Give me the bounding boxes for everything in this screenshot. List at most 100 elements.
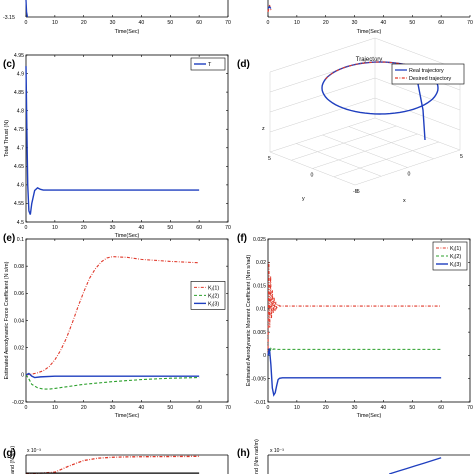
f-xtick-label: 70 [467, 405, 473, 411]
d-floor-grid-line [322, 134, 408, 168]
panel-e: (e) 0 10 20 30 40 50 60 70-0.0200.020.040.060.0… [3, 233, 231, 419]
panel-h-exponent: x 10⁻³ [270, 448, 284, 454]
e-ytick-label: 0.02 [14, 345, 24, 351]
d-wall-grid [269, 37, 461, 152]
b-xtick-label: 0 [267, 20, 270, 26]
f-ytick-label: 0 [263, 353, 266, 359]
b-xtick-label: 50 [409, 20, 415, 26]
a-xtick-label: 70 [225, 20, 231, 26]
f-series-2-line [267, 347, 442, 356]
panel-h-lines [389, 457, 442, 474]
a-xtick-label: 0 [25, 20, 28, 26]
d-ylabel: y [302, 196, 305, 202]
c-ytick-label: 4.85 [14, 90, 24, 96]
f-ytick-label: 0.01 [256, 307, 266, 313]
d-legend-label: Real trajectory [409, 68, 444, 74]
panel-a-ytick: -3.15 [3, 15, 15, 21]
f-ytick-label: -0.01 [254, 400, 266, 406]
panel-b-lines [267, 4, 272, 13]
d-xlabel: x [403, 198, 406, 204]
c-plot-frame [25, 54, 229, 223]
a-series-1-line [25, 0, 29, 18]
c-ylabel: Total Thrust (N) [4, 120, 10, 157]
h-series-1-line [389, 457, 442, 474]
d-xtick-label: 0 [408, 172, 411, 178]
c-ytick-label: 4.75 [14, 127, 24, 133]
panel-h-ylabel: nd (Nm rad/m) [254, 439, 260, 474]
d-zlabel: z [262, 126, 265, 132]
panel-b: 0 10 20 30 40 50 60 70 Time(Sec) [267, 0, 473, 35]
d-floor-grid-line [348, 126, 434, 159]
e-series-3-line [25, 372, 200, 379]
e-xtick-label: 10 [52, 405, 58, 411]
chart-f: 0 10 20 30 40 50 60 70 -0.01 -0.005 0 0.005 0.01 0.01… [246, 237, 473, 419]
b-series-2-line [267, 5, 272, 9]
e-ytick-label: 0 [21, 373, 24, 379]
panel-f-letter: (f) [237, 233, 247, 244]
d-floor-grid-line [333, 141, 439, 177]
panel-h: (h) x 10⁻³ nd (Nm rad/m) [237, 439, 470, 474]
panel-a: -3.15 0 10 20 30 40 50 60 70 Time(Sec) [3, 0, 231, 35]
f-ytick-label: 0.015 [253, 283, 266, 289]
a-xtick-label: 30 [110, 20, 116, 26]
panel-g-letter: (g) [3, 448, 16, 459]
a-xtick-label: 60 [196, 20, 202, 26]
c-xtick-label: 50 [167, 225, 173, 231]
e-series-1-line [25, 256, 200, 376]
c-ytick-label: 4.7 [17, 146, 24, 152]
chart-e: 0 10 20 30 40 50 60 70-0.0200.020.040.060.080.1… [4, 237, 231, 419]
f-xtick-label: 60 [438, 405, 444, 411]
f-xtick-label: 0 [267, 405, 270, 411]
panel-h-letter: (h) [237, 448, 250, 459]
f-legend-label: Kⱼ(2) [450, 254, 461, 260]
e-ytick-label: -0.02 [12, 400, 24, 406]
a-xtick-label: 20 [81, 20, 87, 26]
a-xtick-label: 40 [139, 20, 145, 26]
b-xtick-label: 70 [467, 20, 473, 26]
b-xtick-label: 60 [438, 20, 444, 26]
e-xtick-label: 20 [81, 405, 87, 411]
f-legend-label: Kⱼ(3) [450, 262, 461, 268]
panel-b-xlabel: Time(Sec) [357, 29, 382, 35]
f-ylabel: Estimated Aerodynamic Moment Coefficient… [246, 255, 252, 387]
e-plot-frame [25, 238, 229, 403]
f-series-3-line [267, 348, 442, 397]
panel-d-letter: (d) [237, 59, 250, 70]
b-xtick-label: 40 [381, 20, 387, 26]
c-xtick-label: 70 [225, 225, 231, 231]
d-legend [391, 63, 465, 85]
f-ytick-label: -0.005 [251, 377, 266, 383]
d-wall-grid-line [269, 77, 376, 113]
c-ytick-label: 4.8 [17, 108, 24, 114]
e-xtick-label: 70 [225, 405, 231, 411]
b-series-1-line [267, 4, 272, 13]
panel-a-lines [25, 0, 29, 18]
panel-g: (g) x 10⁻³ and (N s/m) [3, 446, 229, 474]
e-series-2-line [25, 374, 200, 390]
c-xtick-label: 0 [25, 225, 28, 231]
a-xtick-label: 50 [167, 20, 173, 26]
b-xtick-label: 20 [323, 20, 329, 26]
panel-g-exponent: x 10⁻³ [27, 448, 41, 454]
f-xtick-label: 30 [352, 405, 358, 411]
f-xtick-label: 10 [294, 405, 300, 411]
d-xtick-label: -5 [355, 189, 360, 195]
e-xtick-label: 0 [25, 405, 28, 411]
e-xtick-label: 30 [110, 405, 116, 411]
e-ytick-label: 0.06 [14, 291, 24, 297]
c-xlabel: Time(Sec) [115, 233, 140, 239]
f-xlabel: Time(Sec) [357, 413, 382, 419]
panel-c-letter: (c) [3, 59, 15, 70]
f-xtick-label: 50 [409, 405, 415, 411]
c-ytick-label: 4.6 [17, 183, 24, 189]
e-xtick-label: 40 [139, 405, 145, 411]
c-ytick-label: 4.55 [14, 201, 24, 207]
c-ytick-label: 4.65 [14, 164, 24, 170]
d-wall-grid-line [374, 97, 461, 131]
c-xtick-label: 30 [110, 225, 116, 231]
f-ytick-label: 0.025 [253, 237, 266, 243]
e-legend-label: Kⱼ(2) [208, 293, 219, 299]
